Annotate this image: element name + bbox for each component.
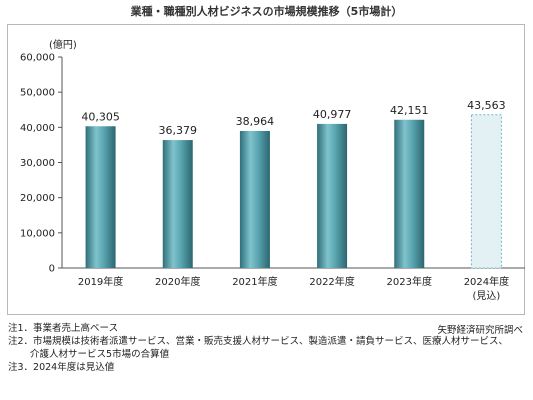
data-label: 43,563: [467, 99, 506, 112]
bar: [162, 140, 193, 268]
chart-bars: [85, 114, 502, 269]
bar-forecast: [470, 114, 502, 269]
y-tick-label: 40,000: [20, 123, 55, 134]
x-tick-label: 2024年度: [464, 275, 509, 288]
chart-labels: 40,305 2019年度 36,379 2020年度 38,964 2021年度 40,9…: [78, 99, 509, 302]
y-tick-label: 30,000: [20, 158, 55, 169]
bar: [239, 130, 270, 268]
chart-axes: 0 10,000 20,000 30,000 40,000 50,000 60,000: [20, 53, 525, 275]
footnote-2-continued: 介護人材サービス5市場の合算値: [8, 349, 170, 360]
x-tick-label: 2020年度: [155, 275, 200, 288]
y-tick-label: 0: [49, 264, 55, 275]
data-label: 36,379: [159, 124, 198, 137]
footnote-3: 注3．2024年度は見込値: [8, 362, 115, 373]
data-label: 40,305: [81, 110, 120, 123]
x-tick-label: 2022年度: [309, 275, 354, 288]
data-label: 38,964: [236, 115, 275, 128]
footnotes: 注1．事業者売上高ベース 注2．市場規模は技術者派遣サービス、営業・販売支援人材…: [8, 322, 523, 374]
data-label: 42,151: [390, 104, 429, 117]
x-tick-label: 2019年度: [78, 275, 123, 288]
chart-frame: [7, 24, 525, 315]
data-label: 40,977: [313, 108, 352, 121]
footnote-2: 注2．市場規模は技術者派遣サービス、営業・販売支援人材サービス、製造派遣・請負サ…: [8, 336, 509, 347]
x-tick-label: 2023年度: [387, 275, 432, 288]
y-tick-label: 50,000: [20, 88, 55, 99]
chart-title: 業種・職種別人材ビジネスの市場規模推移（5市場計）: [130, 5, 403, 18]
bar: [394, 119, 425, 268]
bar-chart: 0 10,000 20,000 30,000 40,000 50,000 60,000 40…: [20, 53, 525, 302]
y-tick-label: 10,000: [20, 228, 55, 239]
x-tick-label: 2021年度: [232, 275, 277, 288]
y-tick-label: 60,000: [20, 53, 55, 64]
y-tick-label: 20,000: [20, 193, 55, 204]
source-credit: 矢野経済研究所調べ: [437, 325, 523, 336]
footnote-1: 注1．事業者売上高ベース: [8, 323, 119, 334]
y-axis-unit: (億円): [49, 40, 77, 51]
x-tick-sublabel: (見込): [473, 290, 501, 302]
bar: [317, 123, 348, 268]
bar: [85, 126, 116, 269]
